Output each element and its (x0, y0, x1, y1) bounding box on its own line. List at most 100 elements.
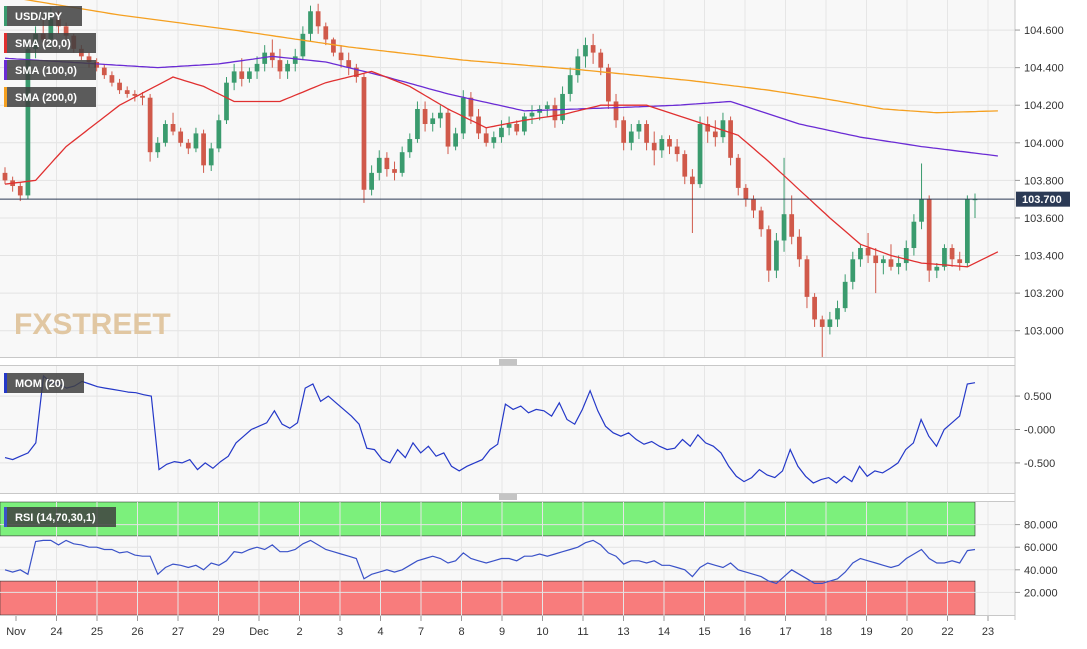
candle-body (499, 127, 504, 138)
candle-body (369, 172, 374, 190)
legend-sma20-label: SMA (20,0) (15, 38, 71, 50)
candle-body (338, 52, 344, 61)
resize-handle-2[interactable] (499, 494, 517, 500)
candle-body (888, 259, 894, 267)
candle-body (178, 131, 184, 143)
x-tick-label: 23 (982, 626, 994, 638)
momentum-tick-label: -0.000 (1024, 425, 1055, 437)
candle-body (560, 93, 565, 121)
price-series (2, 0, 999, 357)
candle-body (789, 214, 795, 237)
candle-body (506, 124, 512, 128)
x-tick-label: 11 (577, 626, 588, 638)
candle-body (835, 308, 840, 320)
candle-body (407, 139, 413, 153)
candle-body (117, 82, 122, 91)
legend-sma100[interactable]: SMA (100,0) (4, 60, 96, 80)
candle-body (346, 60, 352, 68)
candle-body (735, 157, 741, 188)
watermark: FXSTREET (14, 308, 171, 341)
candle-body (86, 56, 92, 63)
x-tick-label: 25 (91, 626, 103, 638)
candle-body (766, 229, 772, 271)
price-tick-label: 103.000 (1024, 326, 1064, 338)
rsi-tick-label: 40.000 (1024, 565, 1058, 577)
last-price-tag: 103.700 (1016, 191, 1070, 207)
legend-rsi[interactable]: RSI (14,70,30,1) (4, 507, 116, 527)
candle-body (300, 33, 306, 57)
candle-body (63, 26, 69, 36)
candle-body (239, 71, 245, 79)
x-tick-label: Nov (6, 626, 26, 638)
candle-body (25, 48, 31, 196)
x-tick-label: 16 (739, 626, 751, 638)
candle-body (903, 248, 909, 264)
legend-sma100-label: SMA (100,0) (15, 65, 77, 77)
candle-body (827, 319, 833, 327)
x-tick-label: 29 (212, 626, 224, 638)
momentum-tick-label: -0.500 (1024, 458, 1055, 470)
x-tick-label: 14 (658, 626, 670, 638)
candle-body (2, 172, 8, 181)
rsi-tick-label: 60.000 (1024, 542, 1058, 554)
x-tick-label: 2 (296, 626, 302, 638)
candle-body (392, 169, 397, 173)
candle-body (858, 248, 863, 260)
candle-body (124, 90, 130, 94)
candle-body (644, 124, 649, 143)
candle-body (399, 152, 405, 173)
x-axis-ticks: Nov 24 25 26 27 29 Dec 2 3 4 7 8 9 10 11 13 14 15 16 17 18 19… (6, 616, 994, 638)
candle-body (109, 75, 115, 83)
x-tick-label: 7 (418, 626, 424, 638)
candle-body (437, 112, 443, 119)
x-tick-label: 3 (337, 626, 343, 638)
legend-sma20[interactable]: SMA (20,0) (4, 33, 96, 53)
candle-body (911, 221, 917, 249)
x-tick-label: 20 (901, 626, 913, 638)
sma20-line (4, 70, 999, 268)
candle-body (598, 52, 604, 68)
candle-body (94, 62, 100, 68)
candle-body (758, 210, 764, 230)
candle-body (949, 248, 955, 260)
rsi-tick-label: 20.000 (1024, 587, 1058, 599)
candle-body (468, 97, 474, 117)
last-price-label: 103.700 (1022, 194, 1062, 206)
candle-body (453, 133, 458, 147)
price-tick-label: 104.200 (1024, 100, 1064, 112)
candle-body (208, 148, 214, 166)
price-panel-background (0, 0, 1015, 357)
candle-body (285, 63, 290, 72)
x-tick-label: 24 (50, 626, 62, 638)
candle-body (896, 263, 901, 267)
candle-body (926, 199, 932, 271)
candle-body (315, 11, 321, 27)
candle-body (873, 255, 879, 264)
candle-body (575, 56, 581, 76)
momentum-series (4, 374, 976, 484)
price-tick-label: 103.200 (1024, 288, 1064, 300)
candle-body (231, 71, 237, 83)
candle-body (155, 142, 161, 153)
candle-body (224, 82, 229, 121)
legend-usdjpy[interactable]: USD/JPY (4, 6, 82, 26)
candle-body (636, 124, 642, 132)
candle-body (331, 39, 336, 53)
x-tick-label: 27 (172, 626, 184, 638)
candle-body (445, 112, 451, 147)
candle-body (705, 124, 711, 132)
candle-body (682, 154, 688, 177)
candle-body (140, 95, 145, 98)
candle-body (491, 137, 497, 143)
candle-body (415, 108, 420, 140)
candle-body (101, 67, 107, 76)
candle-body (934, 266, 940, 271)
resize-handle-1[interactable] (499, 359, 517, 365)
candle-body (254, 63, 260, 72)
legend-mom[interactable]: MOM (20) (4, 373, 84, 393)
candle-body (804, 259, 810, 297)
legend-sma200[interactable]: SMA (200,0) (4, 87, 96, 107)
x-tick-label: 13 (617, 626, 629, 638)
candle-body (522, 116, 527, 132)
candle-body (651, 142, 657, 151)
